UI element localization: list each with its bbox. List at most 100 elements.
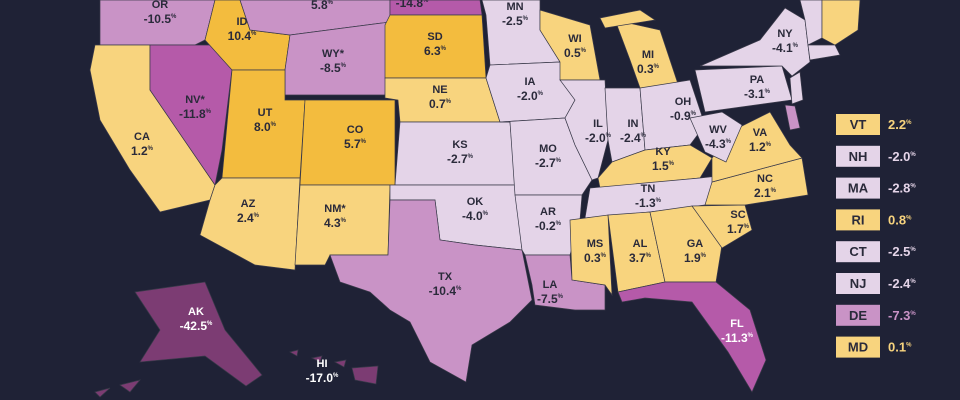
value-unit: % bbox=[558, 294, 564, 300]
value-number: -4.1 bbox=[772, 41, 793, 55]
value-number: -17.0 bbox=[306, 371, 334, 385]
state-value: 1.2% bbox=[749, 140, 772, 154]
value-number: -2.0 bbox=[888, 149, 910, 164]
legend-abbr: RI bbox=[852, 212, 865, 227]
state-abbr: PA bbox=[750, 74, 765, 86]
state-value: 1.2% bbox=[131, 144, 154, 158]
state-shape bbox=[704, 157, 809, 206]
state-value: 1.7% bbox=[727, 222, 750, 236]
state-shape bbox=[689, 111, 743, 163]
state-value: -4.1% bbox=[772, 41, 799, 55]
state-value: 3.7% bbox=[629, 251, 652, 265]
value-number: 0.7 bbox=[429, 97, 446, 111]
value-unit: % bbox=[906, 120, 912, 126]
state-abbr: SD bbox=[427, 31, 442, 43]
value-unit: % bbox=[641, 133, 647, 139]
value-unit: % bbox=[341, 218, 347, 224]
state-value: 5.8% bbox=[311, 0, 334, 12]
state-abbr: TX bbox=[438, 271, 453, 283]
value-unit: % bbox=[910, 184, 916, 190]
legend-box bbox=[836, 304, 880, 326]
value-number: 2.1 bbox=[754, 186, 771, 200]
state-abbr: VA bbox=[753, 127, 768, 139]
value-number: -11.3 bbox=[721, 331, 748, 345]
value-number: 1.2 bbox=[749, 140, 766, 154]
value-unit: % bbox=[446, 99, 452, 105]
state-abbr: NE bbox=[432, 84, 447, 96]
value-number: -0.2 bbox=[535, 219, 556, 233]
state-abbr: ID bbox=[237, 16, 248, 28]
state-abbr: SC bbox=[730, 209, 745, 221]
value-unit: % bbox=[441, 46, 447, 52]
value-number: 0.3 bbox=[637, 62, 654, 76]
value-unit: % bbox=[468, 154, 474, 160]
legend-abbr: MA bbox=[848, 181, 869, 196]
value-number: 0.1 bbox=[888, 340, 906, 355]
value-number: 1.9 bbox=[684, 251, 701, 265]
state-abbr: AZ bbox=[241, 198, 256, 210]
state-abbr: MI bbox=[642, 49, 654, 61]
value-unit: % bbox=[251, 31, 257, 37]
state-value: 4.3% bbox=[324, 216, 347, 230]
state-shape bbox=[284, 21, 391, 96]
value-unit: % bbox=[646, 253, 652, 259]
value-number: -7.5 bbox=[537, 292, 558, 306]
state-shape bbox=[617, 281, 767, 393]
legend-value: -2.4% bbox=[888, 276, 916, 291]
value-unit: % bbox=[910, 311, 916, 317]
new-england-shape bbox=[807, 44, 841, 61]
state-shape bbox=[289, 349, 299, 357]
legend-box bbox=[836, 336, 880, 358]
legend-box bbox=[836, 209, 880, 231]
state-value: -11.3% bbox=[721, 331, 754, 345]
value-unit: % bbox=[793, 43, 799, 49]
value-unit: % bbox=[171, 14, 177, 20]
legend-value: -2.8% bbox=[888, 181, 916, 196]
value-number: 0.5 bbox=[564, 46, 581, 60]
state-value: 5.7% bbox=[344, 137, 367, 151]
value-unit: % bbox=[910, 247, 916, 253]
state-value: 0.3% bbox=[637, 62, 660, 76]
state-abbr: AL bbox=[633, 238, 648, 250]
value-number: -2.5 bbox=[888, 244, 910, 259]
state-shape bbox=[333, 359, 347, 368]
value-number: 1.5 bbox=[652, 159, 669, 173]
state-abbr: UT bbox=[258, 107, 273, 119]
state-value: -2.0% bbox=[585, 131, 612, 145]
value-number: -2.0 bbox=[517, 89, 538, 103]
legend-box bbox=[836, 241, 880, 263]
state-abbr: KS bbox=[452, 139, 467, 151]
value-number: 0.8 bbox=[888, 212, 906, 227]
state-value: -10.4% bbox=[429, 284, 462, 298]
state-value: -4.3% bbox=[705, 137, 732, 151]
nj-shape bbox=[789, 71, 804, 105]
state-abbr: HI bbox=[317, 358, 328, 370]
value-number: -3.1 bbox=[744, 87, 765, 101]
state-shape bbox=[569, 214, 613, 297]
state-abbr: MO bbox=[539, 143, 557, 155]
value-unit: % bbox=[207, 321, 213, 327]
legend-value: -7.3% bbox=[888, 308, 916, 323]
value-unit: % bbox=[581, 48, 587, 54]
legend-box bbox=[836, 114, 880, 135]
state-shape bbox=[134, 281, 263, 387]
state-value: -7.5% bbox=[537, 292, 564, 306]
value-unit: % bbox=[910, 279, 916, 285]
state-shape bbox=[599, 9, 656, 29]
state-abbr: NC bbox=[757, 173, 773, 185]
value-number: -10.5 bbox=[144, 12, 172, 26]
legend-abbr: MD bbox=[848, 340, 868, 355]
value-unit: % bbox=[361, 139, 367, 145]
state-shape bbox=[310, 355, 323, 363]
new-england-shape bbox=[821, 0, 861, 46]
state-value: 6.3% bbox=[424, 44, 447, 58]
value-unit: % bbox=[906, 215, 912, 221]
state-value: -2.4% bbox=[620, 131, 647, 145]
value-unit: % bbox=[556, 158, 562, 164]
state-value: -8.5% bbox=[320, 61, 347, 75]
value-unit: % bbox=[701, 253, 707, 259]
state-abbr: WY* bbox=[322, 48, 345, 60]
state-abbr: IL bbox=[593, 118, 603, 130]
value-number: 1.2 bbox=[131, 144, 148, 158]
